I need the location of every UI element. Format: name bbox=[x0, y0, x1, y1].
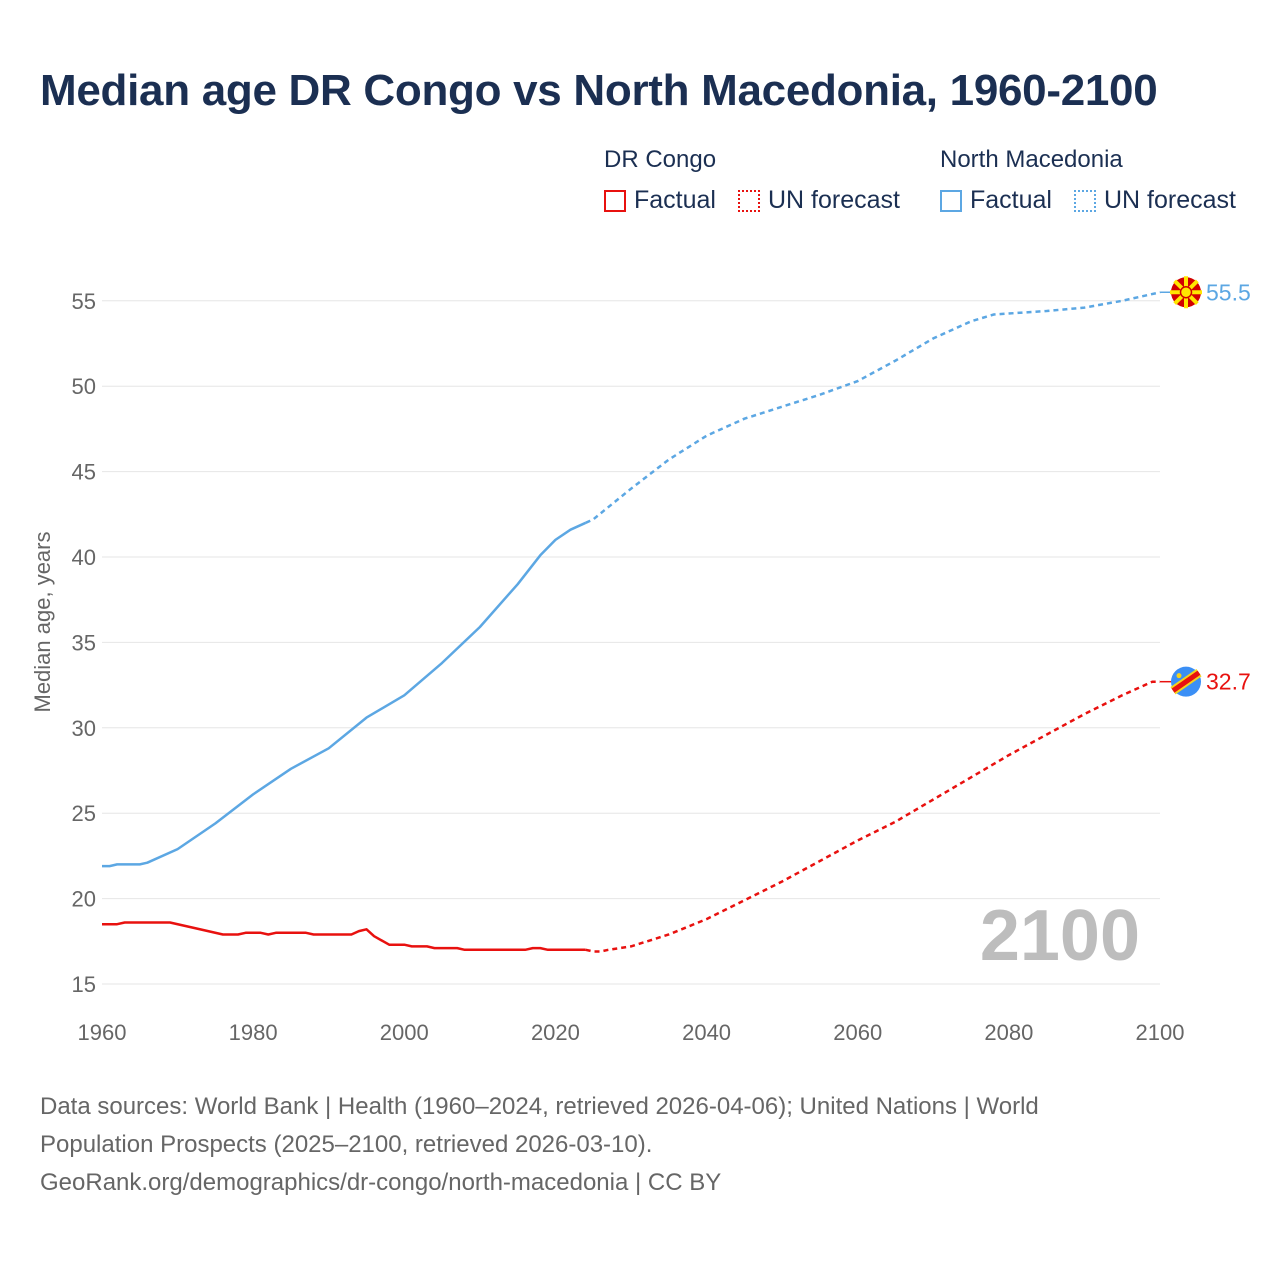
sources-line: Population Prospects (2025–2100, retriev… bbox=[40, 1131, 653, 1158]
series-line-north-macedonia-forecast bbox=[585, 291, 1161, 524]
y-tick-label: 50 bbox=[72, 374, 96, 399]
chart-title: Median age DR Congo vs North Macedonia, … bbox=[40, 66, 1158, 115]
x-tick-label: 2100 bbox=[1136, 1020, 1185, 1045]
legend-group-north-macedonia: North Macedonia bbox=[940, 146, 1123, 173]
x-tick-label: 2020 bbox=[531, 1020, 580, 1045]
x-tick-label: 2060 bbox=[833, 1020, 882, 1045]
line-chart: 15 20 25 30 35 40 45 50 55 1960 1980 2000 2020 2040 2… bbox=[30, 276, 1251, 1045]
dr-congo-flag-icon bbox=[1170, 666, 1202, 697]
end-markers: 32.7 55.5 bbox=[1160, 276, 1251, 697]
x-tick-label: 2000 bbox=[380, 1020, 429, 1045]
y-tick-label: 40 bbox=[72, 545, 96, 570]
end-value-label: 32.7 bbox=[1206, 669, 1251, 695]
x-tick-label: 1980 bbox=[229, 1020, 278, 1045]
legend-group-dr-congo: DR Congo bbox=[604, 146, 717, 173]
legend-north-macedonia-factual[interactable]: Factual bbox=[940, 186, 1052, 215]
x-tick-label: 2040 bbox=[682, 1020, 731, 1045]
x-tick-label: 2080 bbox=[984, 1020, 1033, 1045]
legend-swatch-dotted bbox=[1074, 189, 1096, 212]
legend-label: UN forecast bbox=[768, 186, 900, 214]
x-tick-label: 1960 bbox=[78, 1020, 127, 1045]
legend-swatch-dotted bbox=[738, 189, 760, 212]
north-macedonia-flag-icon bbox=[1170, 276, 1202, 309]
legend-dr-congo-factual[interactable]: Factual bbox=[604, 186, 716, 215]
sources-line: Data sources: World Bank | Health (1960–… bbox=[40, 1093, 1039, 1120]
gridlines bbox=[102, 300, 1160, 985]
end-value-label: 55.5 bbox=[1206, 279, 1251, 305]
y-axis-ticks: 15 20 25 30 35 40 45 50 55 bbox=[72, 289, 96, 997]
series-line-north-macedonia-factual bbox=[102, 521, 587, 868]
legend-dr-congo-forecast[interactable]: UN forecast bbox=[738, 186, 900, 215]
series-lines bbox=[102, 291, 1161, 953]
flag-stripe-red bbox=[1171, 670, 1201, 693]
y-tick-label: 15 bbox=[72, 972, 96, 997]
legend-label: UN forecast bbox=[1104, 186, 1236, 214]
legend-swatch-solid bbox=[940, 189, 962, 212]
data-sources: Data sources: World Bank | Health (1960–… bbox=[40, 1088, 1220, 1202]
legend-label: Factual bbox=[634, 186, 716, 214]
y-tick-label: 45 bbox=[72, 460, 96, 485]
y-tick-label: 25 bbox=[72, 801, 96, 826]
legend-swatch-solid bbox=[604, 189, 626, 212]
series-line-dr-congo-forecast bbox=[585, 680, 1160, 953]
sources-link[interactable]: GeoRank.org/demographics/dr-congo/north-… bbox=[40, 1169, 722, 1196]
y-tick-label: 20 bbox=[72, 887, 96, 912]
y-tick-label: 55 bbox=[72, 289, 96, 314]
x-axis-ticks: 1960 1980 2000 2020 2040 2060 2080 2100 bbox=[78, 1020, 1185, 1045]
flag-sun bbox=[1179, 286, 1193, 299]
legend-label: Factual bbox=[970, 186, 1052, 214]
y-axis-label: Median age, years bbox=[30, 532, 55, 713]
flag-star bbox=[1176, 673, 1182, 679]
series-line-dr-congo-factual bbox=[102, 921, 586, 952]
year-watermark: 2100 bbox=[979, 896, 1140, 976]
y-tick-label: 35 bbox=[72, 630, 96, 655]
legend-north-macedonia-forecast[interactable]: UN forecast bbox=[1074, 186, 1236, 215]
y-tick-label: 30 bbox=[72, 716, 96, 741]
